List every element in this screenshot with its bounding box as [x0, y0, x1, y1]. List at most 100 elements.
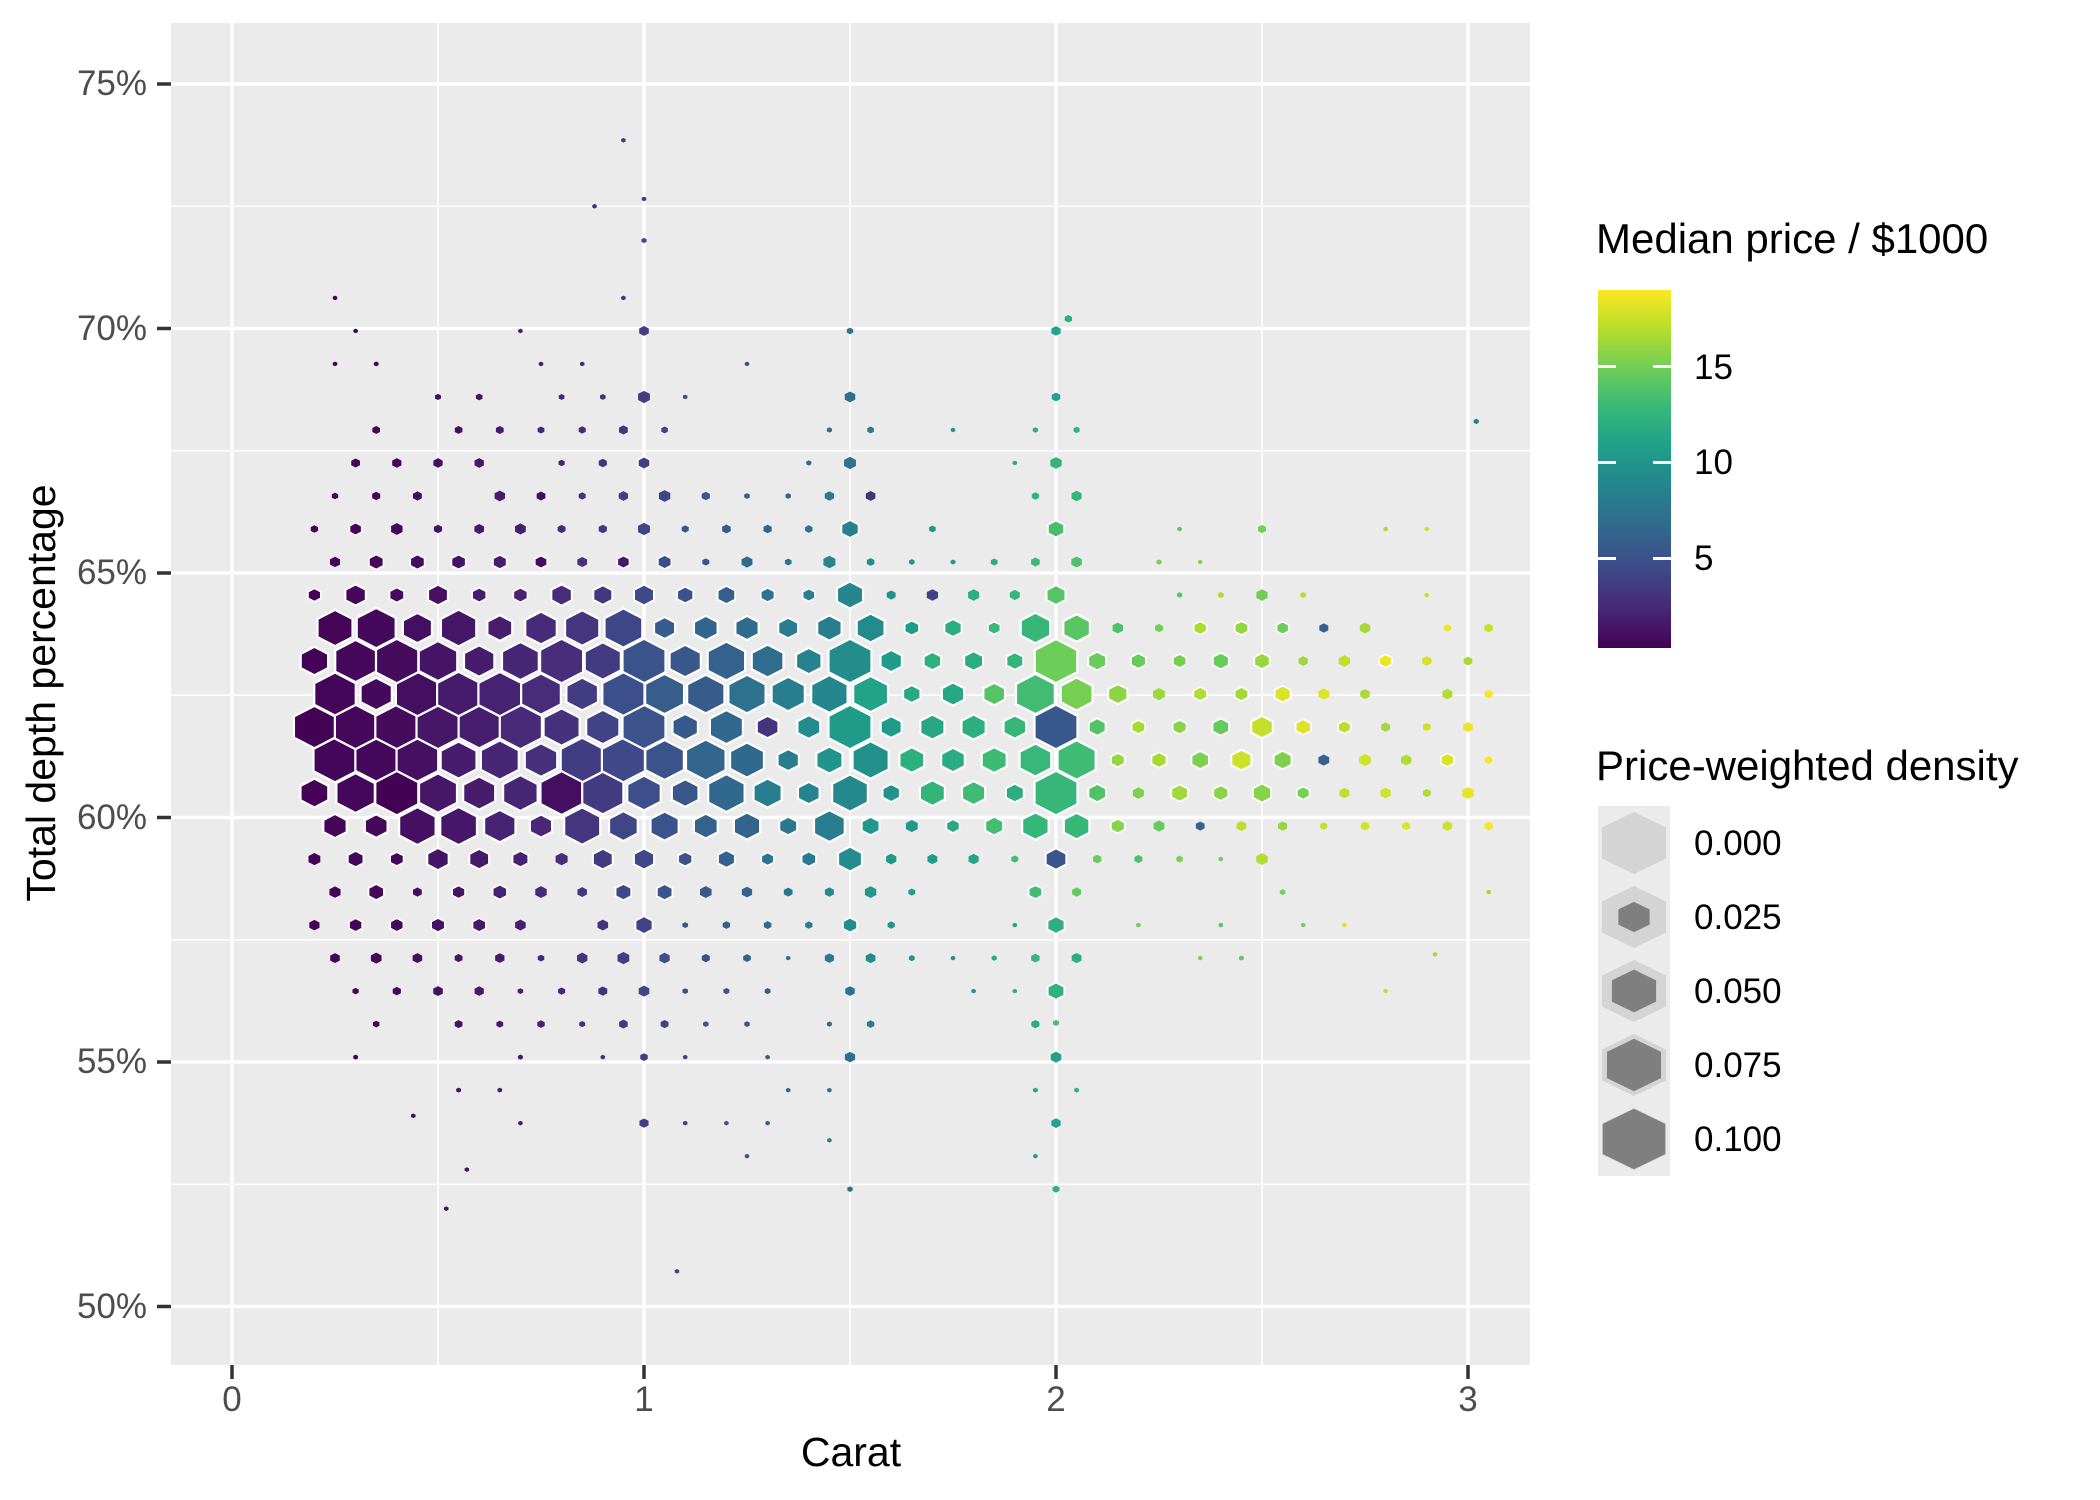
hex-cell [661, 426, 668, 434]
hex-cell [329, 556, 341, 568]
hex-cell [1093, 854, 1102, 864]
hex-cell [674, 1268, 680, 1274]
hex-cell [824, 491, 835, 501]
hex-cell [579, 1021, 586, 1028]
hex-cell [1359, 754, 1371, 767]
hex-cell [292, 704, 336, 750]
hex-cell [542, 707, 581, 747]
hex-cell [1046, 915, 1066, 935]
y-tick-label: 55% [76, 1042, 147, 1081]
hex-cell [497, 1087, 503, 1093]
hex-cell [355, 606, 397, 650]
hex-cell [558, 987, 566, 995]
hex-cell [1440, 752, 1455, 768]
hex-cell [716, 584, 737, 606]
hex-cell [1298, 656, 1308, 666]
hex-cell [598, 524, 607, 534]
hex-cell [950, 427, 956, 433]
size-legend-title: Price-weighted density [1596, 742, 2019, 789]
colorbar-tick-mark [1653, 460, 1671, 464]
hex-cell [1256, 589, 1268, 601]
size-key-label: 0.025 [1694, 898, 1782, 937]
hex-cell [744, 361, 750, 367]
hex-cell [457, 704, 501, 750]
hex-cell [778, 815, 798, 837]
hex-cell [322, 812, 348, 840]
hex-cell [1462, 787, 1474, 799]
hex-cell [765, 1054, 770, 1060]
hex-cell [657, 554, 673, 570]
hex-cell [1197, 955, 1203, 961]
hex-cell [845, 986, 855, 996]
hex-cell [1211, 717, 1231, 737]
hex-cell [681, 525, 689, 533]
hex-cell [433, 524, 443, 534]
hex-cell [1130, 652, 1147, 670]
hex-cell [1318, 688, 1330, 700]
hex-cell [984, 815, 1005, 837]
hex-cell [640, 1053, 648, 1061]
x-tick-label: 0 [222, 1380, 242, 1419]
hex-cell [330, 953, 340, 964]
hex-cell [1192, 686, 1208, 702]
hex-cell [682, 1120, 688, 1126]
hex-cell [512, 586, 529, 604]
hex-cell [1383, 526, 1388, 532]
hex-cell [867, 426, 874, 434]
hex-cell [1218, 856, 1224, 862]
hex-cell [734, 614, 760, 642]
hex-cell [784, 558, 792, 566]
hex-cell [846, 327, 854, 335]
hex-cell [310, 525, 319, 533]
x-tick-label: 3 [1458, 1380, 1478, 1419]
hex-cell [443, 1206, 449, 1212]
hex-cell [435, 393, 441, 401]
hex-cell [706, 640, 747, 682]
hex-cell [1359, 622, 1371, 634]
x-tick-label: 2 [1046, 1380, 1066, 1419]
hex-cell [815, 745, 844, 775]
hex-cell [401, 611, 434, 645]
hex-cell [413, 887, 422, 897]
hex-cell [517, 1054, 523, 1060]
hex-cell [471, 586, 488, 604]
hex-cell [599, 394, 606, 400]
hex-cell [1320, 822, 1328, 830]
hex-cell [392, 986, 401, 996]
hex-cell [577, 887, 587, 897]
hex-cell [1230, 748, 1253, 772]
hex-cell [1033, 769, 1079, 817]
hex-cell [1033, 1153, 1038, 1159]
hex-cell [1019, 611, 1052, 645]
hex-cell [708, 708, 744, 746]
hex-cell [940, 681, 966, 707]
hex-cell [760, 587, 776, 603]
hex-cell [517, 988, 524, 994]
hex-cell [810, 673, 849, 715]
hex-cell [700, 886, 712, 899]
hex-cell [1107, 682, 1129, 706]
hex-cell [785, 955, 791, 961]
hex-cell [1378, 653, 1393, 669]
hex-cell [1110, 752, 1126, 768]
hex-cell [827, 1137, 832, 1143]
hex-cell [412, 953, 423, 964]
hex-cell [692, 812, 719, 840]
hex-cell [454, 1020, 463, 1029]
hex-cell [1011, 855, 1019, 863]
hex-cell [847, 1186, 853, 1192]
hex-cell [701, 953, 710, 963]
hex-cell [468, 847, 491, 871]
hex-cell [1150, 751, 1168, 769]
hex-cell [980, 745, 1008, 775]
hex-cell [1071, 556, 1082, 568]
hex-cell [752, 777, 783, 809]
hex-cell [886, 853, 897, 865]
hex-cell [538, 361, 544, 367]
hex-cell [1463, 722, 1473, 732]
hex-cell [796, 713, 822, 741]
hex-cell [692, 614, 719, 642]
hex-cell [1212, 784, 1230, 802]
hex-cell [363, 813, 389, 840]
